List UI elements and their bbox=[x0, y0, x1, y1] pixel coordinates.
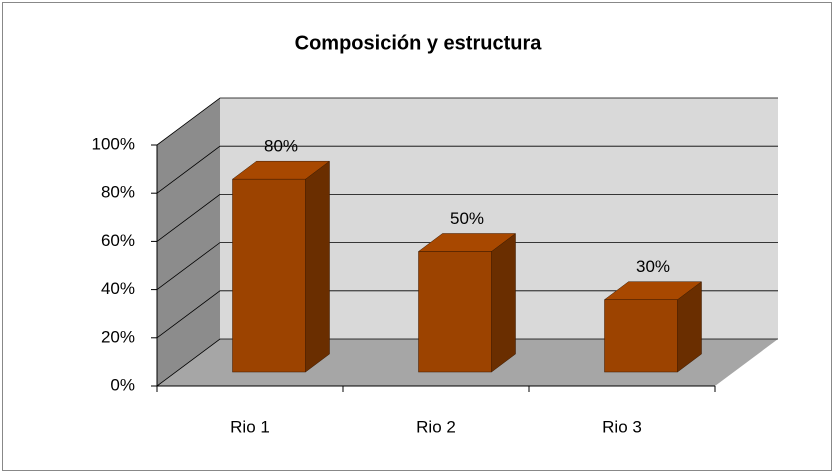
y-tick-label: 0% bbox=[110, 375, 135, 394]
bar bbox=[232, 178, 306, 373]
grid-line bbox=[156, 290, 778, 339]
grid-line bbox=[156, 145, 778, 194]
y-tick-label: 100% bbox=[92, 134, 135, 153]
x-tick-label: Rio 3 bbox=[602, 417, 642, 436]
y-tick-label: 20% bbox=[101, 327, 135, 346]
grid-line bbox=[156, 97, 778, 146]
grid-line bbox=[156, 338, 778, 387]
bar-side bbox=[305, 160, 330, 373]
data-label: 30% bbox=[636, 257, 670, 276]
chart-title: Composición y estructura bbox=[295, 32, 543, 54]
grid-line bbox=[156, 193, 778, 242]
x-tick-label: Rio 1 bbox=[230, 417, 270, 436]
bar bbox=[604, 299, 678, 373]
side-wall bbox=[157, 98, 220, 386]
bar-side bbox=[491, 233, 516, 373]
back-wall bbox=[220, 98, 778, 339]
y-tick-label: 60% bbox=[101, 231, 135, 250]
grid-line bbox=[156, 242, 778, 290]
x-tick-label: Rio 2 bbox=[416, 417, 456, 436]
data-label: 80% bbox=[264, 137, 298, 156]
y-tick-label: 80% bbox=[101, 183, 135, 202]
y-tick-label: 40% bbox=[101, 279, 135, 298]
bar bbox=[418, 251, 492, 373]
data-label: 50% bbox=[450, 209, 484, 228]
